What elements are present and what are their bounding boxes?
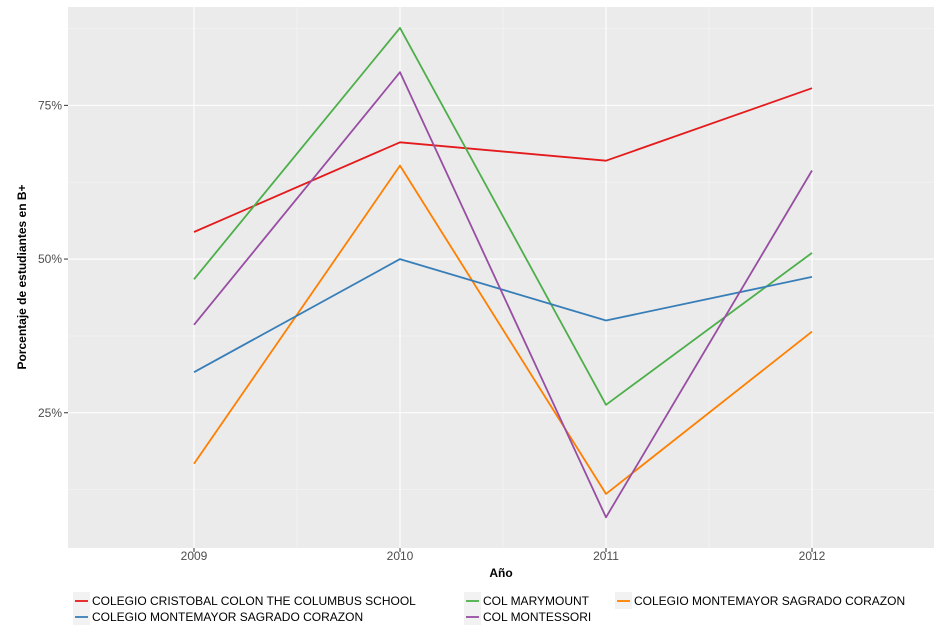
y-tick-label: 50% bbox=[38, 252, 62, 266]
x-tick-label: 2009 bbox=[181, 549, 208, 563]
series-line-4 bbox=[193, 258, 813, 373]
x-tick-label: 2011 bbox=[593, 549, 619, 563]
x-axis-title: Año bbox=[489, 566, 512, 580]
legend-label-5: COL MONTESSORI bbox=[483, 610, 591, 624]
y-tick-label: 75% bbox=[38, 98, 62, 112]
x-tick-label: 2012 bbox=[799, 549, 826, 563]
plot-panel bbox=[68, 7, 934, 548]
y-tick-label: 25% bbox=[38, 406, 62, 420]
legend-label-4: COLEGIO MONTEMAYOR SAGRADO CORAZON bbox=[92, 610, 363, 624]
series-line-2 bbox=[193, 26, 813, 406]
series-line-1 bbox=[193, 87, 813, 233]
legend-label-2: COL MARYMOUNT bbox=[483, 594, 590, 608]
legend-label-3: COLEGIO MONTEMAYOR SAGRADO CORAZON bbox=[634, 594, 905, 608]
series-line-5 bbox=[193, 71, 813, 519]
y-axis-title: Porcentaje de estudiantes en B+ bbox=[15, 184, 29, 369]
legend-label-1: COLEGIO CRISTOBAL COLON THE COLUMBUS SCH… bbox=[92, 594, 416, 608]
series-lines bbox=[193, 26, 813, 519]
legend: COLEGIO CRISTOBAL COLON THE COLUMBUS SCH… bbox=[73, 592, 905, 625]
axis-ticks: 25% 50% 75% 2009 2010 2011 2012 bbox=[38, 98, 826, 563]
x-tick-label: 2010 bbox=[387, 549, 414, 563]
